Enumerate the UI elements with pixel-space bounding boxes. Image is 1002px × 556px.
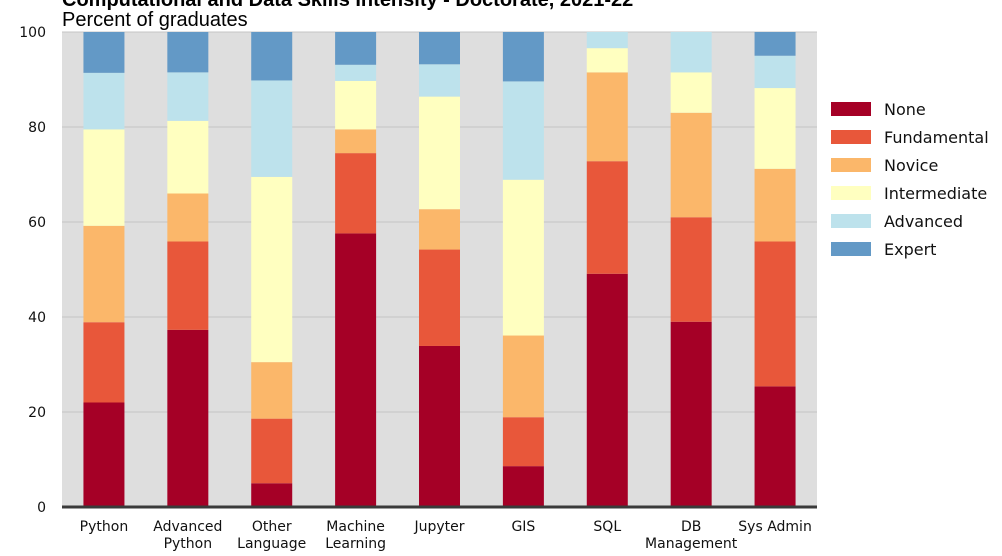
bar-segment: [251, 483, 293, 507]
bar-segment: [251, 362, 293, 419]
bar-segment: [419, 209, 460, 250]
bar-segment: [502, 81, 544, 180]
bar-segment: [670, 321, 712, 507]
y-tick-label: 60: [28, 215, 46, 231]
bar-segment: [502, 466, 544, 507]
bar-segment: [754, 241, 796, 387]
legend-swatch: [831, 214, 871, 228]
bar-segment: [335, 64, 377, 81]
bar-segment: [670, 32, 712, 73]
bar-segment: [335, 129, 377, 154]
legend-swatch: [831, 242, 871, 256]
x-tick-label: SQL: [593, 519, 621, 535]
bar-segment: [167, 193, 209, 242]
legend-label: Novice: [884, 156, 938, 175]
bar-segment: [670, 112, 712, 218]
y-tick-label: 20: [28, 405, 46, 421]
legend-label: Advanced: [884, 212, 963, 231]
bar-segment: [251, 176, 293, 363]
bar-segment: [83, 32, 125, 73]
bar-stack: [586, 32, 628, 507]
chart-title: Computational and Data Skills Intensity …: [62, 0, 633, 11]
bar-stack: [502, 32, 544, 507]
bar-segment: [419, 96, 460, 210]
bar-segment: [335, 233, 377, 507]
bar-stack: [670, 32, 712, 507]
bar-stack: [251, 32, 293, 507]
bar-segment: [335, 32, 377, 65]
bar-stack: [335, 32, 377, 507]
x-tick-label: Python: [80, 519, 129, 535]
y-tick-label: 100: [19, 25, 46, 41]
bar-segment: [754, 168, 796, 242]
bar-segment: [419, 249, 460, 346]
bar-stack: [754, 32, 796, 507]
y-axis-ticks: 0 20 40 60 80 100: [19, 25, 46, 516]
bar-segment: [502, 417, 544, 467]
bar-segment: [251, 32, 293, 81]
bar-segment: [335, 153, 377, 234]
bar-stack: [419, 32, 460, 507]
x-tick-label: Machine Learning: [325, 519, 386, 552]
bar-segment: [83, 129, 125, 226]
bar-segment: [419, 64, 460, 97]
bar-stack: [83, 32, 125, 507]
bar-segment: [502, 32, 544, 82]
x-tick-label: Jupyter: [413, 519, 464, 535]
bar-segment: [335, 80, 377, 130]
x-tick-label: DB Management: [645, 519, 738, 552]
bar-stack: [167, 32, 209, 507]
bar-segment: [670, 217, 712, 322]
bar-segment: [754, 386, 796, 507]
bar-segment: [83, 72, 125, 130]
y-tick-label: 80: [28, 120, 46, 136]
bar-segment: [670, 72, 712, 113]
legend-swatch: [831, 130, 871, 144]
bar-segment: [167, 120, 209, 194]
bar-segment: [83, 402, 125, 507]
bar-segment: [251, 418, 293, 484]
y-tick-label: 0: [37, 500, 46, 516]
bar-segment: [167, 32, 209, 73]
x-tick-label: Other Language: [237, 519, 306, 552]
legend-swatch: [831, 102, 871, 116]
legend: None Fundamental Novice Intermediate Advance…: [831, 100, 989, 259]
bar-segment: [586, 48, 628, 73]
legend-label: Fundamental: [884, 128, 989, 147]
bar-segment: [251, 80, 293, 177]
x-tick-label: Advanced Python: [153, 519, 222, 552]
bar-segment: [502, 179, 544, 336]
bar-segment: [167, 241, 209, 330]
bar-segment: [586, 273, 628, 507]
bars: [83, 32, 796, 507]
bar-segment: [167, 72, 209, 121]
bar-segment: [167, 329, 209, 507]
bar-segment: [83, 225, 125, 323]
x-tick-label: Sys Admin: [738, 519, 812, 535]
bar-segment: [754, 88, 796, 169]
bar-segment: [419, 345, 460, 507]
legend-label: None: [884, 100, 926, 119]
chart-subtitle: Percent of graduates: [62, 9, 248, 31]
bar-segment: [754, 32, 796, 56]
bar-segment: [83, 322, 125, 403]
bar-segment: [419, 32, 460, 65]
x-axis-ticks: Python Advanced Python Other Language Machine…: [80, 519, 812, 552]
bar-segment: [586, 161, 628, 274]
y-tick-label: 40: [28, 310, 46, 326]
legend-label: Expert: [884, 240, 936, 259]
bar-segment: [586, 72, 628, 162]
legend-label: Intermediate: [884, 184, 987, 203]
bar-segment: [754, 55, 796, 89]
x-tick-label: GIS: [511, 519, 535, 535]
bar-segment: [586, 32, 628, 49]
legend-swatch: [831, 158, 871, 172]
bar-segment: [502, 335, 544, 418]
legend-swatch: [831, 186, 871, 200]
